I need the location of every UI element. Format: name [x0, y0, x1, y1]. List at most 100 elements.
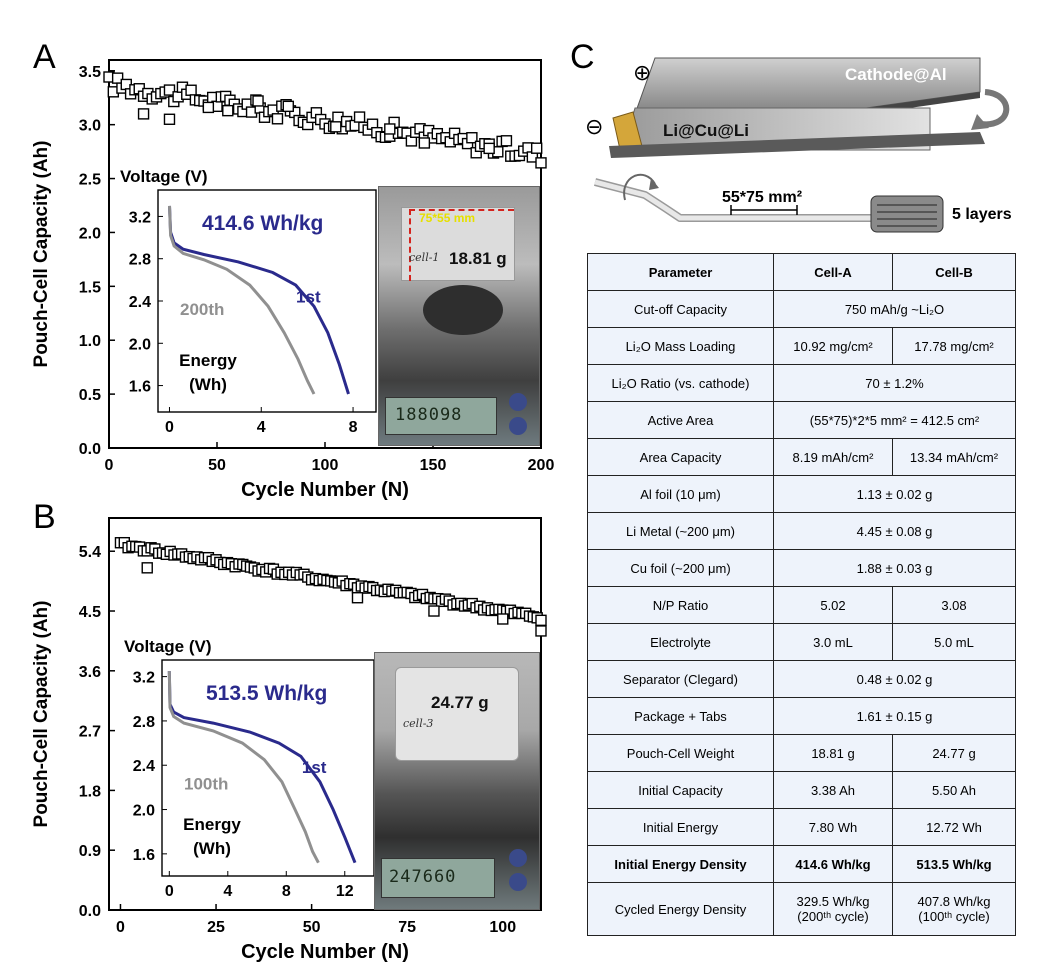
value-cell-a: 7.80 Wh [773, 808, 893, 846]
stack-base [609, 132, 985, 158]
rotate-arrowhead-icon [649, 178, 659, 190]
inset-y-tick-label: 3.2 [129, 209, 151, 226]
inset-x-tick-label: 0 [165, 883, 174, 900]
inset-series-line-first [167, 671, 357, 864]
value-cell-b: 5.0 mL [892, 623, 1016, 661]
param-name: Cut-off Capacity [587, 290, 774, 328]
value-cell-a: 414.6 Wh/kg [773, 845, 893, 883]
value-cell-b: 12.72 Wh [892, 808, 1016, 846]
data-point [163, 84, 176, 96]
inset-y-tick-label: 3.2 [133, 670, 155, 687]
value-cell-a: 18.81 g [773, 734, 893, 772]
y-tick-label: 0.0 [79, 903, 101, 920]
data-point [271, 113, 284, 125]
y-tick-label: 3.5 [79, 64, 101, 81]
data-point [530, 142, 543, 154]
series-label-first: 1st [302, 758, 327, 777]
x-tick-label: 100 [312, 457, 339, 474]
param-name: Separator (Clegard) [587, 660, 774, 698]
value-cell-b: 5.50 Ah [892, 771, 1016, 809]
weight-label-a: 18.81 g [449, 249, 507, 268]
scale-button-b2 [509, 873, 527, 891]
fold-arrowhead-icon [971, 114, 989, 130]
pouch-cell-a [401, 207, 515, 281]
inset-y-axis-label: Voltage (V) [120, 167, 208, 186]
inset-series-line-later [167, 671, 320, 864]
stack-box [870, 195, 944, 233]
param-name: Cu foil (~200 μm) [587, 549, 774, 587]
table-row: Package + Tabs 1.61 ± 0.15 g [587, 697, 1016, 735]
table-row: Li Metal (~200 μm) 4.45 ± 0.08 g [587, 512, 1016, 550]
y-axis-label: Pouch-Cell Capacity (Ah) [31, 601, 52, 828]
x-tick-label: 200 [528, 457, 555, 474]
param-value: 1.61 ± 0.15 g [773, 697, 1016, 735]
x-tick-label: 50 [303, 919, 321, 936]
value-line: (200ᵗʰ cycle) [797, 909, 869, 924]
param-value: (55*75)*2*5 mm² = 412.5 cm² [773, 401, 1016, 439]
folded-strip-inner [594, 179, 873, 221]
x-tick-label: 100 [489, 919, 516, 936]
x-axis-label: Cycle Number (N) [241, 479, 409, 500]
value-cell-a: 3.38 Ah [773, 771, 893, 809]
value-cell-b: 13.34 mAh/cm² [892, 438, 1016, 476]
minus-symbol: ⊖ [585, 114, 603, 139]
inset-x-axis-label-line1: Energy [179, 351, 237, 370]
scale-pan-a [423, 285, 503, 335]
y-tick-label: 3.0 [79, 118, 101, 135]
table-row: N/P Ratio 5.02 3.08 [587, 586, 1016, 624]
param-name: Initial Energy [587, 808, 774, 846]
table-row: Separator (Clegard) 0.48 ± 0.02 g [587, 660, 1016, 698]
inset-x-tick-label: 4 [223, 883, 232, 900]
y-tick-label: 0.0 [79, 441, 101, 458]
y-tick-label: 4.5 [79, 604, 101, 621]
param-name: Li₂O Ratio (vs. cathode) [587, 364, 774, 402]
scale-display-b [381, 858, 495, 898]
param-name: Electrolyte [587, 623, 774, 661]
value-cell-a: 5.02 [773, 586, 893, 624]
param-name: Li₂O Mass Loading [587, 327, 774, 365]
y-tick-label: 1.8 [79, 783, 101, 800]
data-point [222, 104, 234, 117]
param-name: Cycled Energy Density [587, 882, 774, 936]
data-point [535, 625, 547, 637]
x-axis-label: Cycle Number (N) [241, 941, 409, 963]
inset-y-tick-label: 2.0 [133, 803, 155, 820]
energy-density-annotation: 513.5 Wh/kg [206, 682, 327, 705]
param-name: Area Capacity [587, 438, 774, 476]
scale-button-a1 [509, 393, 527, 411]
data-point [163, 113, 176, 125]
data-point [252, 95, 264, 107]
value-cell-b: 407.8 Wh/kg (100ᵗʰ cycle) [892, 882, 1016, 936]
y-axis-label: Pouch-Cell Capacity (Ah) [31, 141, 52, 368]
table-row: Initial Energy Density 414.6 Wh/kg 513.5 W… [587, 845, 1016, 883]
table-row: Initial Energy 7.80 Wh 12.72 Wh [587, 808, 1016, 846]
data-point [418, 137, 431, 149]
parameter-table: Parameter Cell-A Cell-B Cut-off Capacity… [587, 253, 1016, 936]
cell-label-b: cell-3 [403, 717, 434, 730]
data-point [497, 613, 509, 625]
param-name: Initial Capacity [587, 771, 774, 809]
layers-label: 5 layers [952, 206, 1012, 223]
x-tick-label: 150 [420, 457, 447, 474]
cell-schematic: ⊕ ⊖ Cathode@Al Li@Cu@Li 55*75 mm² 5 laye… [585, 57, 1012, 233]
value-cell-b: 24.77 g [892, 734, 1016, 772]
data-point [282, 100, 294, 113]
chart-a: 0 50 100 150 200 0.0 0.5 1.0 1.5 2.0 2.5 3.0 3.5 Cycl… [31, 59, 555, 500]
inset-y-tick-label: 1.6 [129, 379, 151, 396]
inset-y-tick-label: 2.4 [133, 758, 155, 775]
param-value: 70 ± 1.2% [773, 364, 1016, 402]
dimension-line-side [409, 209, 411, 281]
table-row: Initial Capacity 3.38 Ah 5.50 Ah [587, 771, 1016, 809]
dimension-label: 55*75 mm² [722, 189, 802, 206]
param-value: 4.45 ± 0.08 g [773, 512, 1016, 550]
scale-readout-a: 188098 [395, 405, 463, 425]
x-tick-label: 0 [116, 919, 125, 936]
inset-y-axis-label: Voltage (V) [124, 637, 212, 656]
x-tick-label: 50 [208, 457, 226, 474]
data-point [428, 605, 440, 617]
param-name: Active Area [587, 401, 774, 439]
x-tick-label: 25 [207, 919, 225, 936]
photo-b: cell-3 24.77 g 247660 [374, 652, 540, 910]
table-row: Electrolyte 3.0 mL 5.0 mL [587, 623, 1016, 661]
param-value: 1.13 ± 0.02 g [773, 475, 1016, 513]
